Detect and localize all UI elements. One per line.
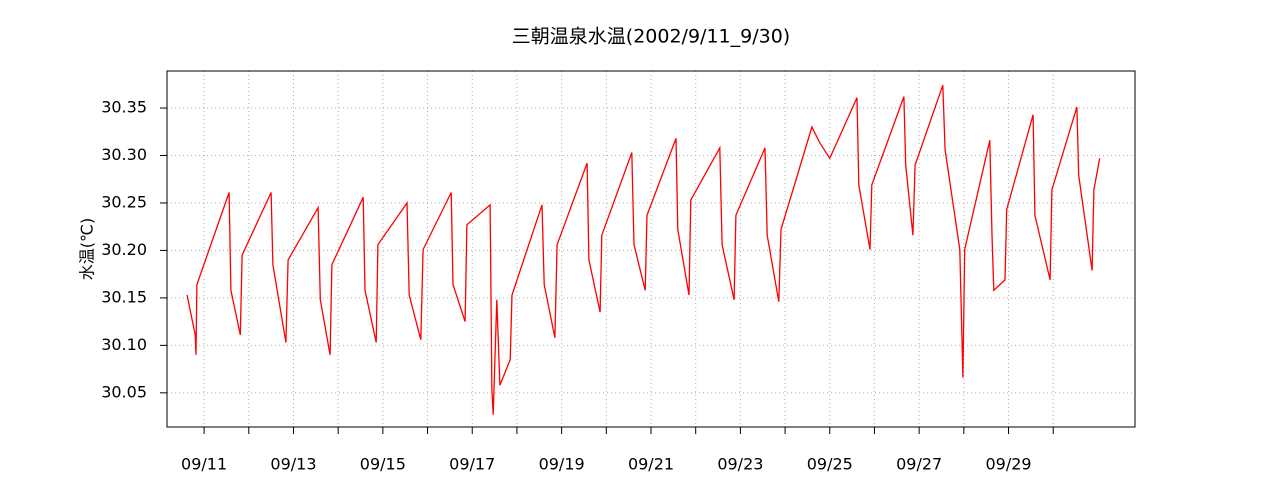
x-tick-label: 09/11 — [181, 455, 227, 474]
y-tick-label: 30.05 — [101, 382, 147, 401]
plot-frame — [166, 70, 1136, 428]
y-tick-label: 30.25 — [101, 192, 147, 211]
x-tick-label: 09/19 — [539, 455, 585, 474]
x-tick-label: 09/29 — [985, 455, 1031, 474]
y-tick-label: 30.35 — [101, 98, 147, 117]
x-tick-label: 09/21 — [628, 455, 674, 474]
x-tick-label: 09/23 — [717, 455, 763, 474]
x-tick-label: 09/27 — [896, 455, 942, 474]
y-tick-label: 30.30 — [101, 145, 147, 164]
data-line — [186, 84, 1101, 415]
y-tick-label: 30.10 — [101, 335, 147, 354]
y-tick-label: 30.15 — [101, 287, 147, 306]
x-tick-label: 09/25 — [807, 455, 853, 474]
x-tick-label: 09/13 — [270, 455, 316, 474]
y-tick-label: 30.20 — [101, 240, 147, 259]
chart-title: 三朝温泉水温(2002/9/11_9/30) — [512, 26, 790, 48]
x-tick-label: 09/15 — [360, 455, 406, 474]
x-tick-label: 09/17 — [449, 455, 495, 474]
y-axis-label: 水温(℃) — [78, 218, 97, 280]
